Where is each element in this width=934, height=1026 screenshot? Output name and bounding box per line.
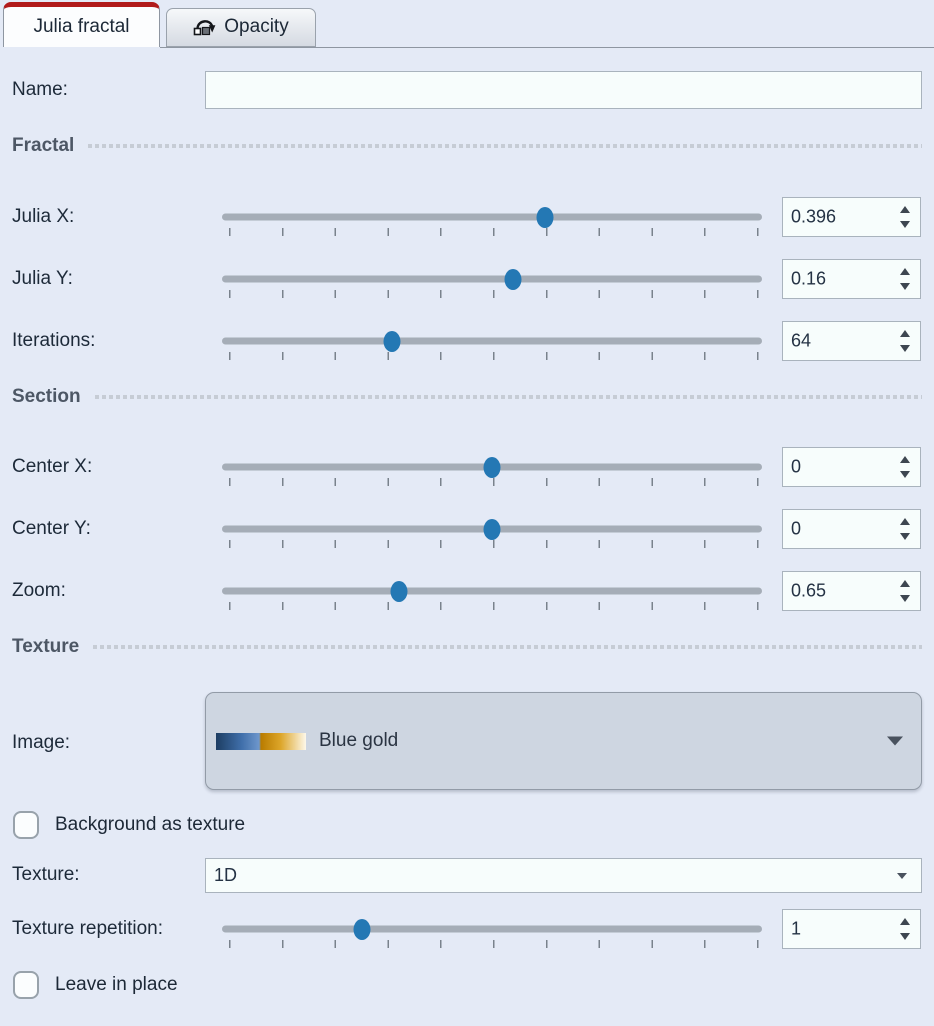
spin-up-icon[interactable] [900, 918, 910, 925]
background-as-texture-label: Background as texture [55, 814, 246, 835]
iterations-label: Iterations: [12, 330, 96, 351]
spin-down-icon[interactable] [900, 595, 910, 602]
texture-repetition-label: Texture repetition: [12, 918, 164, 939]
texture-repetition-slider[interactable] [222, 918, 762, 940]
julia-x-slider[interactable] [222, 206, 762, 228]
iterations-spinbox[interactable]: 64 [782, 321, 921, 361]
loop-swap-icon [193, 16, 217, 38]
dropdown-arrow-icon [887, 736, 903, 746]
julia-y-value: 0.16 [791, 268, 827, 289]
texture-label: Texture: [12, 864, 80, 885]
texture-repetition-value: 1 [791, 918, 802, 939]
iterations-tick-marks [229, 352, 759, 360]
center-y-tick-marks [229, 540, 759, 548]
tab-julia-fractal[interactable]: Julia fractal [3, 2, 160, 47]
section-dotted-divider [93, 645, 922, 649]
zoom-tick-marks [229, 602, 759, 610]
center-y-slider-handle[interactable] [483, 518, 501, 540]
texture-combobox-value: 1D [214, 865, 238, 885]
center-y-value: 0 [791, 518, 802, 539]
spin-down-icon[interactable] [900, 471, 910, 478]
spin-down-icon[interactable] [900, 345, 910, 352]
leave-in-place-checkbox[interactable] [13, 971, 39, 999]
julia-y-slider-handle[interactable] [504, 268, 522, 290]
center-y-slider[interactable] [222, 518, 762, 540]
spin-down-icon[interactable] [900, 221, 910, 228]
spin-down-icon[interactable] [900, 933, 910, 940]
center-x-spinbox[interactable]: 0 [782, 447, 921, 487]
julia-x-value: 0.396 [791, 206, 837, 227]
spin-up-icon[interactable] [900, 330, 910, 337]
zoom-spinbox[interactable]: 0.65 [782, 571, 921, 611]
iterations-slider[interactable] [222, 330, 762, 352]
spin-up-icon[interactable] [900, 206, 910, 213]
zoom-slider-handle[interactable] [390, 580, 408, 602]
name-label: Name: [12, 79, 68, 100]
section-header-section: Section [12, 384, 922, 410]
tab-pane-divider [160, 46, 934, 48]
section-title: Fractal [12, 135, 75, 156]
center-y-spinbox[interactable]: 0 [782, 509, 921, 549]
zoom-slider[interactable] [222, 580, 762, 602]
name-input[interactable] [205, 71, 922, 109]
julia-x-slider-handle[interactable] [536, 206, 554, 228]
spin-up-icon[interactable] [900, 268, 910, 275]
gradient-swatch [216, 732, 306, 750]
image-combobox[interactable]: Blue gold [205, 692, 922, 790]
image-label: Image: [12, 732, 71, 753]
center-x-slider[interactable] [222, 456, 762, 478]
julia-x-tick-marks [229, 228, 759, 236]
tab-opacity[interactable]: Opacity [166, 8, 316, 47]
zoom-label: Zoom: [12, 580, 66, 601]
texture-repetition-spinbox[interactable]: 1 [782, 909, 921, 949]
tab-opacity-label: Opacity [224, 16, 289, 38]
center-y-label: Center Y: [12, 518, 91, 539]
julia-y-label: Julia Y: [12, 268, 73, 289]
section-dotted-divider [88, 144, 922, 148]
section-dotted-divider [94, 395, 922, 399]
spin-up-icon[interactable] [900, 580, 910, 587]
julia-y-spinbox[interactable]: 0.16 [782, 259, 921, 299]
center-x-slider-handle[interactable] [483, 456, 501, 478]
tab-julia-fractal-label: Julia fractal [33, 16, 130, 37]
section-title: Section [12, 386, 81, 407]
image-combobox-value: Blue gold [319, 730, 399, 751]
texture-combobox[interactable]: 1D [205, 858, 922, 893]
section-header-texture: Texture [12, 634, 922, 660]
texture-repetition-tick-marks [229, 940, 759, 948]
background-as-texture-checkbox[interactable] [13, 811, 39, 839]
texture-repetition-slider-handle[interactable] [353, 918, 371, 940]
spin-up-icon[interactable] [900, 456, 910, 463]
iterations-slider-handle[interactable] [383, 330, 401, 352]
section-header-fractal: Fractal [12, 133, 922, 159]
center-x-tick-marks [229, 478, 759, 486]
julia-y-slider[interactable] [222, 268, 762, 290]
julia-x-label: Julia X: [12, 206, 75, 227]
section-title: Texture [12, 636, 80, 657]
spin-down-icon[interactable] [900, 533, 910, 540]
spin-up-icon[interactable] [900, 518, 910, 525]
julia-y-tick-marks [229, 290, 759, 298]
iterations-value: 64 [791, 330, 812, 351]
leave-in-place-label: Leave in place [55, 974, 178, 995]
zoom-value: 0.65 [791, 580, 827, 601]
center-x-value: 0 [791, 456, 802, 477]
spin-down-icon[interactable] [900, 283, 910, 290]
julia-x-spinbox[interactable]: 0.396 [782, 197, 921, 237]
center-x-label: Center X: [12, 456, 93, 477]
dropdown-arrow-icon [897, 872, 907, 879]
